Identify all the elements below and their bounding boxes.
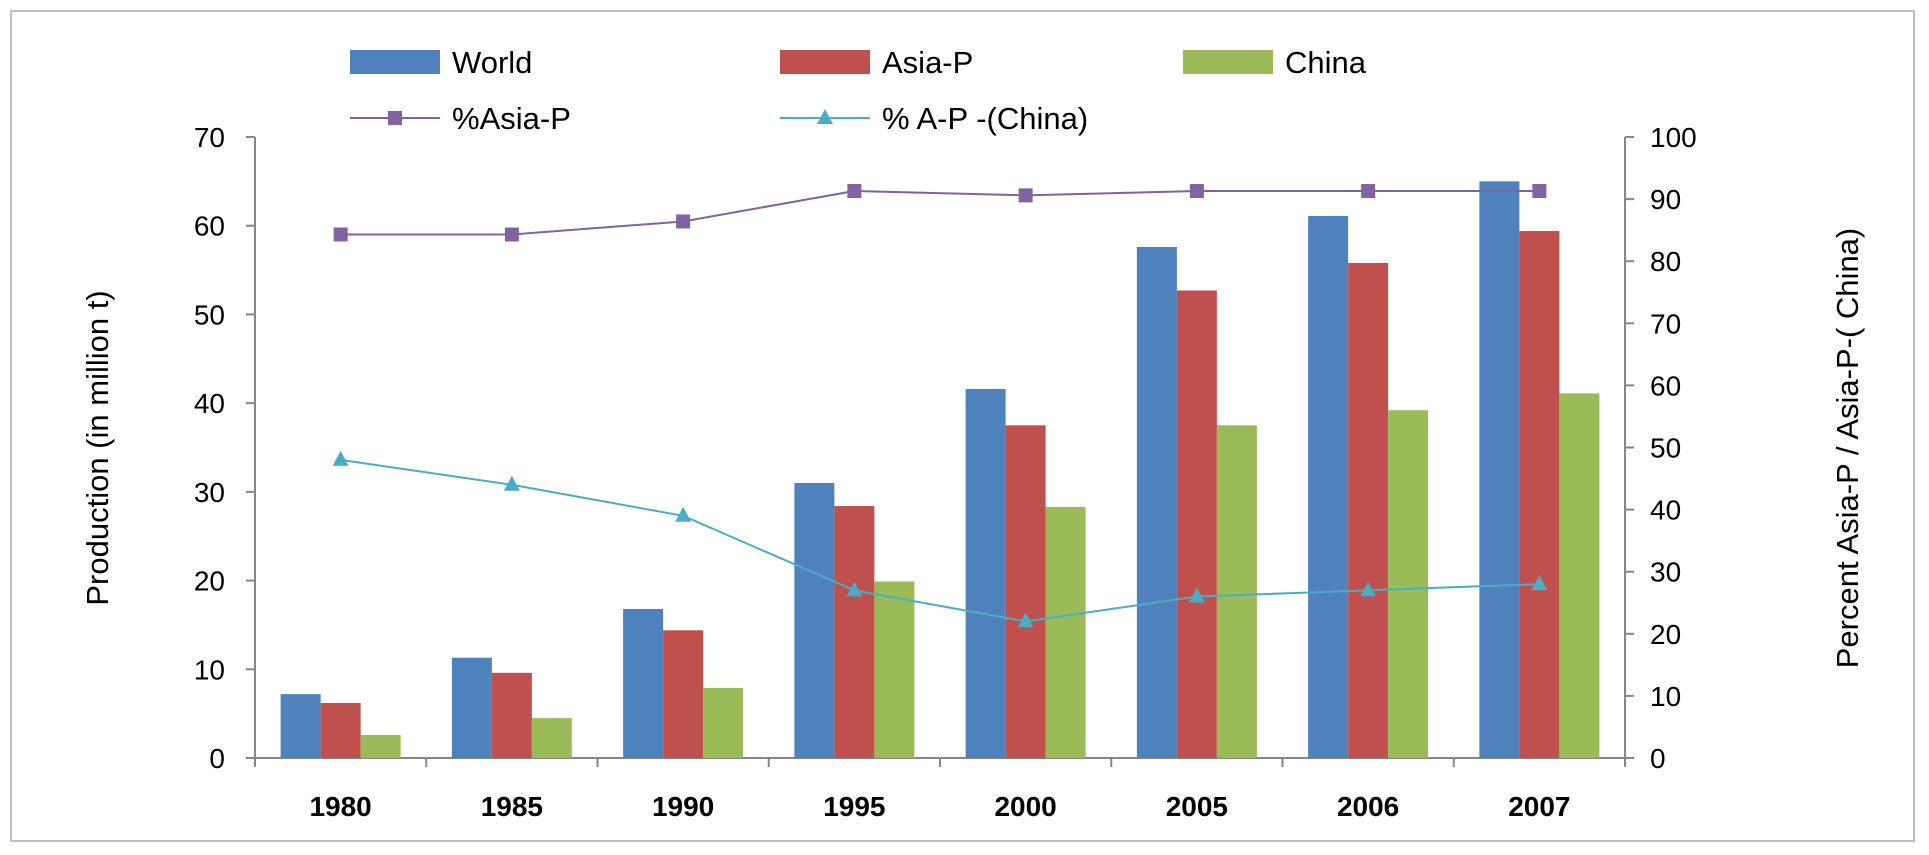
bar-asia-p <box>663 630 704 758</box>
y-tick-label: 70 <box>194 122 225 153</box>
bar-world <box>1308 215 1349 759</box>
y-tick-label: 50 <box>194 299 225 330</box>
bar-china <box>360 734 401 758</box>
bar-china <box>531 718 572 758</box>
legend-marker-a-p-china <box>817 109 833 124</box>
bar-asia-p <box>1348 262 1389 758</box>
y-tick-label: 30 <box>194 477 225 508</box>
line-a-p-china-point <box>1188 587 1205 603</box>
legend-label-china: China <box>1285 45 1367 80</box>
bar-world <box>451 657 492 758</box>
line-asia-p-point <box>1532 184 1547 199</box>
line-a-p-china-point <box>503 475 520 491</box>
y2-tick-label: 90 <box>1650 184 1681 215</box>
bar-world <box>1479 181 1520 758</box>
bar-china <box>874 581 915 758</box>
line-asia-p-point <box>1189 184 1204 199</box>
line-a-p-china-point <box>1531 575 1548 591</box>
bar-world <box>1136 247 1177 758</box>
line-a-p-china-point <box>1360 581 1377 597</box>
bar-china <box>1216 425 1257 758</box>
y2-tick-label: 100 <box>1650 122 1697 153</box>
y-tick-label: 40 <box>194 388 225 419</box>
legend-marker-asia-p <box>388 111 402 125</box>
bar-world <box>623 608 664 758</box>
x-tick-label: 2000 <box>994 791 1056 822</box>
legend-swatch-china <box>1183 50 1273 74</box>
x-tick-label: 1985 <box>481 791 543 822</box>
y2-axis-title: Percent Asia-P / Asia-P-( China) <box>1830 228 1865 669</box>
line-asia-p-point <box>333 227 348 242</box>
y2-tick-label: 0 <box>1650 743 1666 774</box>
y-tick-label: 10 <box>194 654 225 685</box>
y2-tick-label: 70 <box>1650 308 1681 339</box>
legend-swatch-asia-p <box>780 50 870 74</box>
bar-world <box>794 482 835 758</box>
legend: World Asia-P China %Asia-P % A-P -(China) <box>350 45 1367 136</box>
line-asia-p-point <box>676 214 691 229</box>
bar-asia-p <box>491 672 532 758</box>
y2-tick-label: 40 <box>1650 495 1681 526</box>
y2-tick-label: 10 <box>1650 681 1681 712</box>
legend-label-asia-p: %Asia-P <box>452 101 571 136</box>
bar-asia-p <box>1005 425 1046 758</box>
bar-china <box>1559 393 1600 758</box>
bar-asia-p <box>320 702 361 758</box>
legend-label-a-p-china: % A-P -(China) <box>882 101 1088 136</box>
legend-label-world: World <box>452 45 532 80</box>
x-tick-label: 1995 <box>823 791 885 822</box>
line-a-p-china <box>340 458 1540 623</box>
legend-label-asia-p: Asia-P <box>882 45 973 80</box>
line-asia-p-point <box>847 184 862 199</box>
y-tick-label: 20 <box>194 566 225 597</box>
y2-tick-label: 80 <box>1650 246 1681 277</box>
line-asia-p-point <box>1361 184 1376 199</box>
y-tick-label: 0 <box>209 743 225 774</box>
bar-china <box>1045 506 1086 758</box>
x-tick-label: 2006 <box>1337 791 1399 822</box>
bar-world <box>965 388 1006 758</box>
x-tick-label: 2007 <box>1508 791 1570 822</box>
bar-asia-p <box>834 506 875 758</box>
line-a-p-china-point <box>332 450 349 466</box>
y2-tick-label: 30 <box>1650 557 1681 588</box>
line-asia-p-point <box>1018 188 1033 203</box>
legend-swatch-world <box>350 50 440 74</box>
bar-china <box>703 687 744 758</box>
y2-tick-label: 20 <box>1650 619 1681 650</box>
line-asia-p-point <box>504 227 519 242</box>
x-tick-label: 1980 <box>309 791 371 822</box>
bar-china <box>1388 410 1429 758</box>
bar-asia-p <box>1519 231 1560 759</box>
line-a-p-china-point <box>1017 612 1034 628</box>
plot-area: 0 10 20 30 40 50 60 70 0 10 20 30 40 50 60 70 80 90 100 198… <box>194 122 1697 822</box>
bar-world <box>280 694 321 758</box>
y-axis-title: Production (in million t) <box>80 290 115 605</box>
line-asia-p <box>340 190 1540 236</box>
y2-tick-label: 60 <box>1650 370 1681 401</box>
line-a-p-china-point <box>846 581 863 597</box>
y2-tick-label: 50 <box>1650 433 1681 464</box>
line-a-p-china-point <box>675 506 692 522</box>
y-tick-label: 60 <box>194 211 225 242</box>
x-tick-label: 1990 <box>652 791 714 822</box>
x-tick-label: 2005 <box>1166 791 1228 822</box>
bar-asia-p <box>1176 290 1217 758</box>
